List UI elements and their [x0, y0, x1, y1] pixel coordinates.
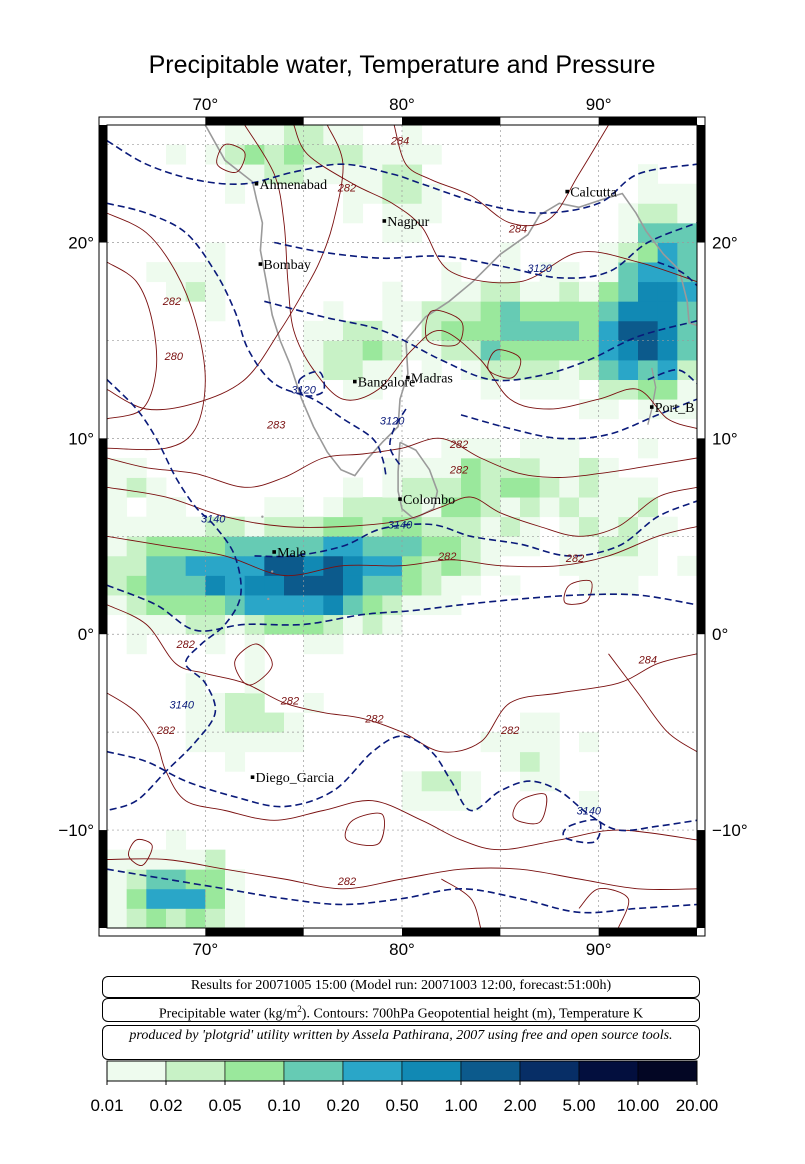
pressure-contour-label: 3140	[388, 519, 413, 531]
colorbar-swatch	[342, 1060, 403, 1082]
contour-labels: 284 282 284 280 282 283 282 282 282 282 282 284 282 2…	[156, 136, 657, 888]
colorbar: 0.01 0.02 0.05 0.10 0.20 0.50 1.00 2.00 5.00 10.0…	[90, 1060, 719, 1115]
legend-info-prefix: Precipitable water (kg/m	[158, 1006, 298, 1022]
city-markers: Ahmenabad Calcutta Nagpur Bombay MadrasBanga…	[250, 178, 695, 786]
city-marker	[272, 550, 276, 554]
colorbar-label: 0.02	[149, 1096, 182, 1115]
temperature-contour-label: 282	[156, 725, 175, 737]
left-tick-label: −10°	[58, 821, 94, 840]
city-marker	[353, 379, 357, 384]
city-label: Nagpur	[387, 215, 429, 230]
right-tick-label: 0°	[712, 625, 728, 644]
city-label: Diego_Garcia	[256, 771, 335, 786]
top-tick-label: 70°	[192, 95, 218, 114]
pressure-contour-label: 3140	[201, 514, 226, 526]
right-tick-label: 20°	[712, 234, 738, 253]
colorbar-swatch	[224, 1060, 285, 1082]
left-tick-label: 20°	[68, 234, 94, 253]
city-label: Port_B	[655, 401, 695, 416]
temperature-contour-label: 280	[164, 351, 184, 363]
colorbar-swatch	[519, 1060, 580, 1082]
city-marker	[406, 375, 410, 380]
temperature-contour-label: 282	[280, 696, 299, 708]
run-info-text: Results for 20071005 15:00 (Model run: 2…	[190, 978, 612, 993]
legend-info-sup: 2	[297, 1004, 302, 1014]
city-label: Colombo	[403, 493, 455, 508]
colorbar-label: 2.00	[503, 1096, 536, 1115]
map-frame	[98, 116, 706, 937]
colorbar-label: 5.00	[562, 1096, 595, 1115]
temperature-contour-label: 282	[337, 876, 356, 888]
temperature-contour-label: 282	[337, 183, 356, 195]
pressure-contours	[107, 140, 697, 914]
graticule	[107, 125, 697, 928]
credit-box: produced by 'plotgrid' utility written b…	[102, 1025, 700, 1060]
city-label: Male	[277, 546, 306, 561]
run-info-box: Results for 20071005 15:00 (Model run: 2…	[102, 976, 700, 998]
pressure-contour-label: 3140	[169, 700, 194, 712]
city-label: Madras	[411, 372, 453, 387]
legend-info-suffix: ). Contours: 700hPa Geopotential height …	[301, 1006, 644, 1022]
temperature-contour-label: 282	[364, 713, 383, 725]
temperature-contour-label: 282	[175, 639, 194, 651]
colorbar-swatch	[460, 1060, 521, 1082]
pressure-contour-label: 3120	[380, 416, 405, 428]
bottom-tick-label: 70°	[192, 940, 218, 959]
temperature-contour-label: 282	[449, 465, 468, 477]
temperature-contour-label: 284	[390, 136, 409, 148]
map-panel: 284 282 284 280 282 283 282 282 282 282 282 284 282 2…	[58, 95, 747, 959]
colorbar-label: 10.00	[617, 1096, 660, 1115]
legend-info-box: Precipitable water (kg/m2). Contours: 70…	[102, 998, 700, 1022]
city-label: Ahmenabad	[259, 178, 327, 193]
temperature-contours	[107, 125, 697, 928]
right-tick-label: −10°	[712, 821, 748, 840]
temperature-contour-label: 282	[565, 553, 584, 565]
colorbar-swatch	[637, 1060, 698, 1082]
precipitable-water-field	[107, 125, 697, 928]
axis-tick-labels: 70° 80° 90° 70° 80° 90° 20° 10° 0° −10° 20° 10° 0° −1…	[58, 95, 747, 959]
colorbar-swatch	[578, 1060, 639, 1082]
pressure-contour-label: 3140	[577, 805, 602, 817]
pressure-contour-label: 3120	[527, 263, 552, 275]
colorbar-swatch	[283, 1060, 344, 1082]
city-label: Bombay	[263, 258, 310, 273]
city-marker	[254, 181, 259, 186]
bottom-tick-label: 80°	[389, 940, 415, 959]
colorbar-label: 1.00	[444, 1096, 477, 1115]
left-tick-label: 10°	[68, 429, 94, 448]
temperature-contour-label: 282	[437, 551, 456, 563]
top-tick-label: 80°	[389, 95, 415, 114]
right-tick-label: 10°	[712, 429, 738, 448]
top-tick-label: 90°	[586, 95, 612, 114]
pressure-contour-label: 3120	[291, 384, 316, 396]
temperature-contour-label: 284	[508, 224, 527, 236]
colorbar-label: 0.01	[90, 1096, 123, 1115]
city-marker	[250, 775, 255, 779]
city-marker	[565, 189, 569, 194]
colorbar-swatch	[165, 1060, 226, 1082]
temperature-contour-label: 283	[266, 420, 286, 432]
left-tick-label: 0°	[78, 625, 94, 644]
temperature-contour-label: 282	[449, 439, 468, 451]
figure-title: Precipitable water, Temperature and Pres…	[149, 51, 656, 79]
colorbar-swatch	[401, 1060, 462, 1082]
city-label: Bangalore	[358, 376, 416, 391]
colorbar-label: 0.50	[385, 1096, 418, 1115]
city-marker	[398, 497, 402, 501]
city-marker	[258, 262, 263, 266]
colorbar-label: 20.00	[676, 1096, 719, 1115]
colorbar-swatch	[106, 1060, 167, 1082]
bottom-tick-label: 90°	[586, 940, 612, 959]
colorbar-label: 0.10	[267, 1096, 300, 1115]
city-marker	[382, 219, 387, 223]
temperature-contour-label: 284	[638, 655, 657, 667]
city-marker	[649, 405, 654, 409]
temperature-contour-label: 282	[162, 296, 181, 308]
colorbar-label: 0.05	[208, 1096, 241, 1115]
colorbar-label: 0.20	[326, 1096, 359, 1115]
city-label: Calcutta	[570, 186, 617, 201]
temperature-contour-label: 282	[500, 725, 519, 737]
credit-text: produced by 'plotgrid' utility written b…	[129, 1028, 673, 1043]
